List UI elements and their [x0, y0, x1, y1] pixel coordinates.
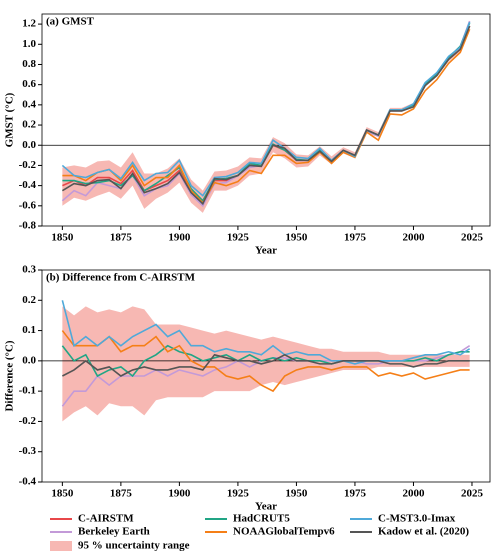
y-tick-label: -0.2	[19, 159, 37, 171]
y-tick-label: -0.1	[19, 385, 36, 397]
y-tick-label: -0.8	[19, 220, 37, 232]
x-tick-label: 1900	[168, 488, 191, 500]
x-tick-label: 1925	[227, 232, 250, 244]
x-tick-label: 1950	[285, 232, 308, 244]
axes-frame	[41, 13, 491, 227]
x-tick-label: 1975	[344, 488, 367, 500]
series-line	[61, 25, 471, 206]
y-tick-label: -0.6	[19, 199, 37, 211]
legend-label: Berkeley Earth	[78, 526, 150, 538]
y-tick-label: 1.2	[22, 18, 36, 30]
x-tick-label: 1950	[285, 488, 308, 500]
y-tick-label: 0.6	[22, 78, 36, 90]
y-tick-label: 0.8	[22, 58, 36, 70]
panel-title: (a) GMST	[46, 16, 95, 28]
y-tick-label: 0.3	[22, 264, 36, 276]
y-tick-label: 0.1	[22, 324, 36, 336]
legend-label: 95 % uncertainty range	[78, 540, 190, 552]
series-line	[61, 300, 471, 365]
series-line	[62, 28, 471, 205]
uncertainty-band	[62, 306, 470, 422]
x-tick-label: 2000	[402, 232, 425, 244]
series-line	[61, 330, 470, 393]
x-tick-label: 1900	[168, 232, 191, 244]
panel-title: (b) Difference from C-AIRSTM	[46, 272, 196, 284]
legend-label: C-AIRSTM	[78, 513, 134, 525]
y-tick-label: -0.4	[19, 179, 37, 191]
x-tick-label: 2025	[461, 488, 484, 500]
series-line	[61, 353, 470, 377]
plot-area	[42, 20, 490, 213]
axes-frame	[41, 269, 491, 483]
legend-label: Kadow et al. (2020)	[378, 526, 469, 538]
x-tick-label: 1850	[51, 488, 74, 500]
legend-label: HadCRUT5	[233, 513, 290, 525]
plot-area	[42, 300, 490, 422]
legend-label: NOAAGlobalTempv6	[233, 526, 335, 538]
y-tick-label: -0.2	[19, 415, 37, 427]
y-tick-label: 0.4	[22, 98, 36, 110]
x-tick-label: 2000	[402, 488, 425, 500]
x-axis-label: Year	[255, 245, 277, 257]
x-tick-label: 1925	[227, 488, 250, 500]
y-tick-label: 0.2	[22, 294, 36, 306]
x-tick-label: 2025	[461, 232, 484, 244]
y-tick-label: 0.0	[22, 354, 36, 366]
y-tick-label: -0.4	[19, 476, 37, 488]
legend-swatch	[50, 541, 72, 551]
y-axis-label: Difference (°C)	[4, 340, 16, 411]
y-tick-label: -0.3	[19, 445, 37, 457]
y-tick-label: 0.2	[22, 119, 36, 131]
y-axis-label: GMST (°C)	[4, 92, 16, 147]
legend-label: C-MST3.0-Imax	[378, 513, 456, 525]
y-tick-label: 1.0	[22, 38, 36, 50]
series-line	[61, 21, 471, 197]
x-axis-label: Year	[255, 501, 277, 513]
x-tick-label: 1875	[110, 232, 133, 244]
x-tick-label: 1875	[110, 488, 133, 500]
x-tick-label: 1975	[344, 232, 367, 244]
x-tick-label: 1850	[51, 232, 74, 244]
y-tick-label: 0.0	[22, 139, 36, 151]
